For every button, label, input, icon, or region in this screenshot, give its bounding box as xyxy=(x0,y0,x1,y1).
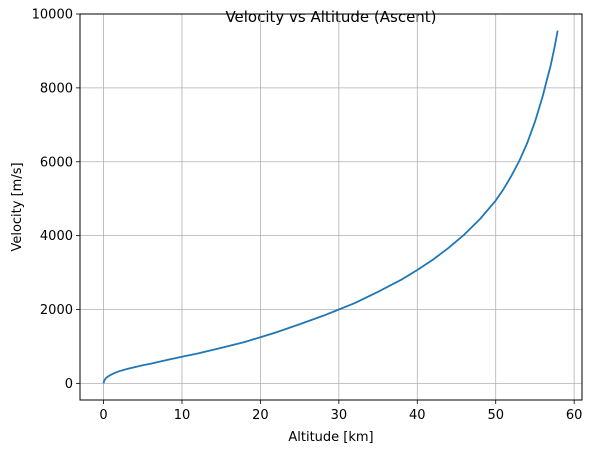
y-axis: 0 2000 4000 6000 8000 10000 xyxy=(32,8,80,392)
chart-title: Velocity vs Altitude (Ascent) xyxy=(225,8,436,26)
y-tick-label: 10000 xyxy=(32,8,73,23)
x-tick-label: 40 xyxy=(409,408,426,423)
series-layer xyxy=(102,30,559,384)
y-tick-label: 6000 xyxy=(40,155,73,170)
x-tick-label: 20 xyxy=(252,408,269,423)
y-axis-label: Velocity [m/s] xyxy=(10,162,25,251)
x-tick-label: 30 xyxy=(331,408,348,423)
plot-frame xyxy=(79,13,583,401)
x-tick-label: 10 xyxy=(174,408,191,423)
y-tick-label: 0 xyxy=(65,377,73,392)
y-tick-label: 8000 xyxy=(40,81,73,96)
x-axis: 0 10 20 30 40 50 60 xyxy=(99,400,582,423)
grid xyxy=(80,13,582,400)
y-tick-label: 4000 xyxy=(40,229,73,244)
x-tick-label: 60 xyxy=(566,408,583,423)
y-tick-label: 2000 xyxy=(40,303,73,318)
x-tick-label: 50 xyxy=(487,408,504,423)
series-line xyxy=(102,30,559,384)
x-axis-label: Altitude [km] xyxy=(288,430,373,445)
x-tick-label: 0 xyxy=(99,408,107,423)
